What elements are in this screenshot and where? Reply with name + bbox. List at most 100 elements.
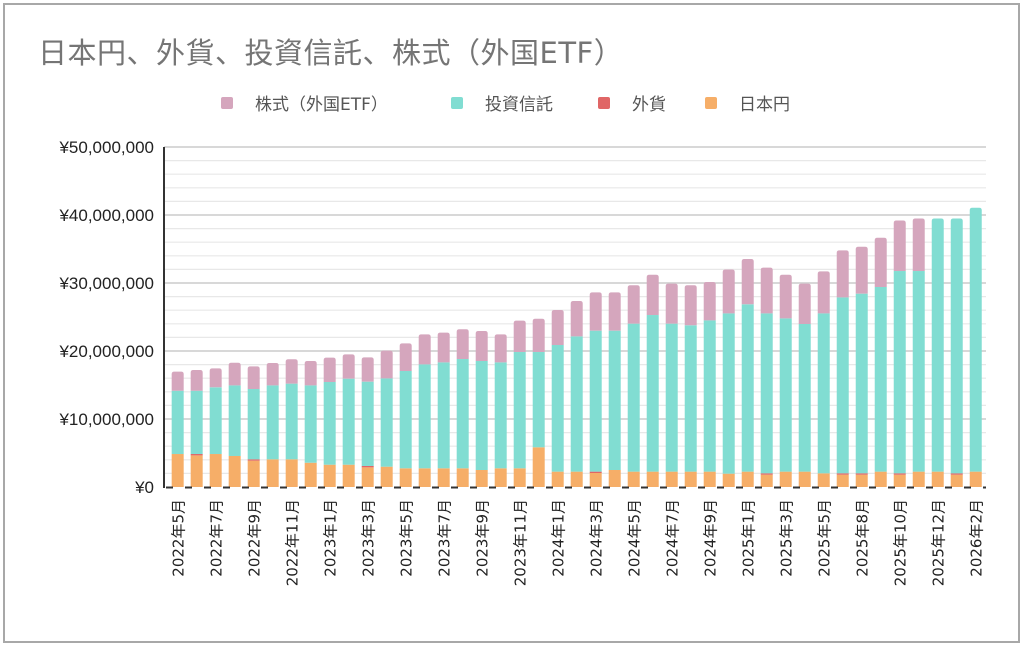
bar-segment-mutual-funds[interactable] (931, 218, 944, 472)
bar-segment-jpy[interactable] (779, 471, 792, 487)
bar-segment-stocks[interactable] (798, 283, 811, 325)
bar-segment-mutual-funds[interactable] (380, 378, 393, 467)
bar-segment-jpy[interactable] (665, 471, 678, 487)
bar-segment-stocks[interactable] (190, 370, 203, 391)
bar-segment-jpy[interactable] (513, 468, 526, 487)
bar-segment-stocks[interactable] (722, 269, 735, 314)
bar-segment-jpy[interactable] (456, 468, 469, 487)
bar-segment-jpy[interactable] (893, 474, 906, 487)
bar-segment-foreign-currency[interactable] (361, 465, 374, 468)
bar-segment-jpy[interactable] (475, 470, 488, 487)
bar-segment-jpy[interactable] (684, 471, 697, 487)
bar-segment-jpy[interactable] (437, 468, 450, 487)
bar-segment-mutual-funds[interactable] (855, 293, 868, 474)
bar-segment-mutual-funds[interactable] (798, 324, 811, 472)
legend-item-jpy[interactable]: 日本円 (705, 90, 790, 115)
bar-segment-stocks[interactable] (817, 271, 830, 314)
bar-segment-foreign-currency[interactable] (836, 473, 849, 475)
bar-segment-stocks[interactable] (247, 366, 260, 390)
bar-segment-mutual-funds[interactable] (342, 378, 355, 465)
bar-segment-jpy[interactable] (266, 459, 279, 487)
bar-segment-stocks[interactable] (285, 359, 298, 384)
bar-segment-stocks[interactable] (418, 334, 431, 365)
bar-segment-mutual-funds[interactable] (874, 287, 887, 472)
bar-segment-mutual-funds[interactable] (836, 297, 849, 474)
bar-segment-mutual-funds[interactable] (228, 385, 241, 456)
bar-segment-jpy[interactable] (323, 464, 336, 487)
bar-segment-mutual-funds[interactable] (589, 330, 602, 472)
bar-segment-foreign-currency[interactable] (589, 471, 602, 473)
bar-segment-stocks[interactable] (912, 218, 925, 272)
bar-segment-jpy[interactable] (741, 471, 754, 487)
bar-segment-mutual-funds[interactable] (209, 387, 222, 455)
bar-segment-mutual-funds[interactable] (893, 271, 906, 474)
bar-segment-stocks[interactable] (323, 357, 336, 383)
bar-segment-mutual-funds[interactable] (608, 330, 621, 470)
bar-segment-jpy[interactable] (551, 471, 564, 487)
bar-segment-jpy[interactable] (209, 454, 222, 487)
bar-segment-stocks[interactable] (703, 281, 716, 321)
bar-segment-jpy[interactable] (608, 470, 621, 487)
bar-segment-stocks[interactable] (551, 309, 564, 346)
bar-segment-stocks[interactable] (209, 368, 222, 388)
bar-segment-jpy[interactable] (646, 471, 659, 487)
bar-segment-foreign-currency[interactable] (190, 454, 203, 456)
bar-segment-foreign-currency[interactable] (950, 473, 963, 475)
bar-segment-mutual-funds[interactable] (513, 352, 526, 469)
bar-segment-stocks[interactable] (874, 237, 887, 288)
bar-segment-stocks[interactable] (684, 285, 697, 326)
bar-segment-jpy[interactable] (836, 474, 849, 487)
bar-segment-mutual-funds[interactable] (266, 385, 279, 460)
bar-segment-mutual-funds[interactable] (285, 383, 298, 460)
bar-segment-jpy[interactable] (855, 474, 868, 487)
bar-segment-jpy[interactable] (171, 454, 184, 487)
bar-segment-jpy[interactable] (760, 474, 773, 487)
bar-segment-mutual-funds[interactable] (190, 390, 203, 455)
bar-segment-stocks[interactable] (665, 283, 678, 324)
bar-segment-foreign-currency[interactable] (760, 473, 773, 475)
bar-segment-foreign-currency[interactable] (247, 459, 260, 461)
bar-segment-stocks[interactable] (475, 331, 488, 361)
bar-segment-mutual-funds[interactable] (570, 336, 583, 472)
bar-segment-mutual-funds[interactable] (741, 304, 754, 472)
bar-segment-mutual-funds[interactable] (684, 325, 697, 472)
bar-segment-stocks[interactable] (532, 318, 545, 353)
bar-segment-jpy[interactable] (247, 460, 260, 487)
bar-segment-stocks[interactable] (171, 371, 184, 391)
bar-segment-jpy[interactable] (703, 471, 716, 487)
bar-segment-stocks[interactable] (627, 285, 640, 324)
bar-segment-mutual-funds[interactable] (532, 352, 545, 448)
bar-segment-jpy[interactable] (190, 455, 203, 487)
bar-segment-mutual-funds[interactable] (494, 362, 507, 469)
bar-segment-jpy[interactable] (304, 462, 317, 487)
bar-segment-stocks[interactable] (608, 292, 621, 331)
bar-segment-stocks[interactable] (513, 320, 526, 353)
bar-segment-mutual-funds[interactable] (646, 315, 659, 472)
bar-segment-mutual-funds[interactable] (950, 218, 963, 474)
bar-segment-stocks[interactable] (589, 292, 602, 331)
bar-segment-jpy[interactable] (418, 468, 431, 487)
bar-segment-jpy[interactable] (627, 471, 640, 487)
bar-segment-mutual-funds[interactable] (703, 320, 716, 472)
bar-segment-stocks[interactable] (361, 357, 374, 382)
bar-segment-mutual-funds[interactable] (475, 360, 488, 470)
bar-segment-stocks[interactable] (342, 354, 355, 379)
bar-segment-stocks[interactable] (760, 267, 773, 314)
bar-segment-jpy[interactable] (874, 471, 887, 487)
bar-segment-jpy[interactable] (228, 455, 241, 487)
bar-segment-mutual-funds[interactable] (418, 364, 431, 469)
bar-segment-jpy[interactable] (931, 471, 944, 487)
bar-segment-jpy[interactable] (494, 468, 507, 487)
bar-segment-jpy[interactable] (950, 474, 963, 487)
bar-segment-mutual-funds[interactable] (627, 323, 640, 472)
bar-segment-mutual-funds[interactable] (779, 318, 792, 472)
bar-segment-jpy[interactable] (342, 464, 355, 487)
bar-segment-mutual-funds[interactable] (171, 390, 184, 455)
bar-segment-mutual-funds[interactable] (912, 271, 925, 472)
bar-segment-stocks[interactable] (456, 329, 469, 360)
bar-segment-jpy[interactable] (285, 459, 298, 487)
bar-segment-mutual-funds[interactable] (247, 389, 260, 460)
bar-segment-mutual-funds[interactable] (665, 323, 678, 472)
bar-segment-jpy[interactable] (817, 473, 830, 487)
bar-segment-stocks[interactable] (399, 343, 412, 371)
